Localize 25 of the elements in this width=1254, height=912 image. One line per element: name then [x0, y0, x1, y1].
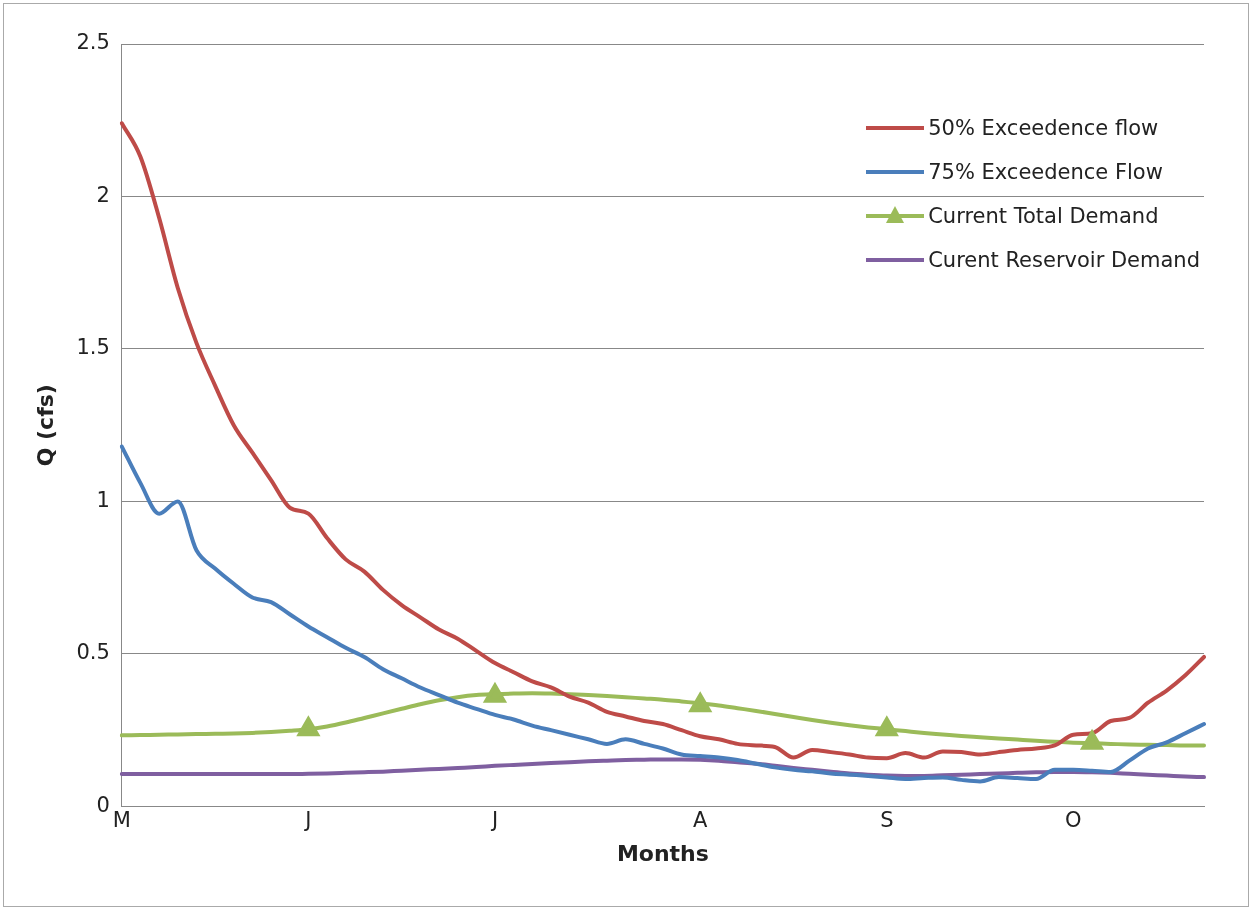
- x-tick-label: A: [693, 808, 709, 833]
- y-tick-label: 1.5: [76, 335, 110, 360]
- legend-label: 75% Exceedence Flow: [928, 160, 1163, 184]
- line-series: [119, 444, 1206, 784]
- x-tick-label: M: [112, 808, 131, 833]
- legend-label: Curent Reservoir Demand: [928, 248, 1200, 272]
- x-tick-label: J: [489, 808, 499, 833]
- x-tick-label: S: [880, 808, 894, 833]
- x-axis-title: Months: [616, 840, 709, 866]
- x-tick-label: J: [303, 808, 312, 833]
- y-tick-label: 1: [96, 487, 110, 512]
- y-tick-label: 0.5: [76, 640, 110, 665]
- y-axis-title: Q (cfs): [32, 384, 58, 467]
- line-series: [119, 121, 1206, 761]
- y-tick-label: 0: [96, 792, 110, 817]
- legend-label: 50% Exceedence flow: [928, 116, 1159, 140]
- x-tick-label: O: [1065, 808, 1082, 833]
- y-tick-label: 2: [96, 182, 110, 207]
- y-tick-label: 2.5: [76, 30, 110, 55]
- point: [1081, 730, 1103, 750]
- point: [689, 693, 711, 713]
- point: [876, 717, 898, 737]
- point: [484, 683, 506, 703]
- point: [297, 717, 320, 737]
- legend-label: Current Total Demand: [928, 204, 1159, 228]
